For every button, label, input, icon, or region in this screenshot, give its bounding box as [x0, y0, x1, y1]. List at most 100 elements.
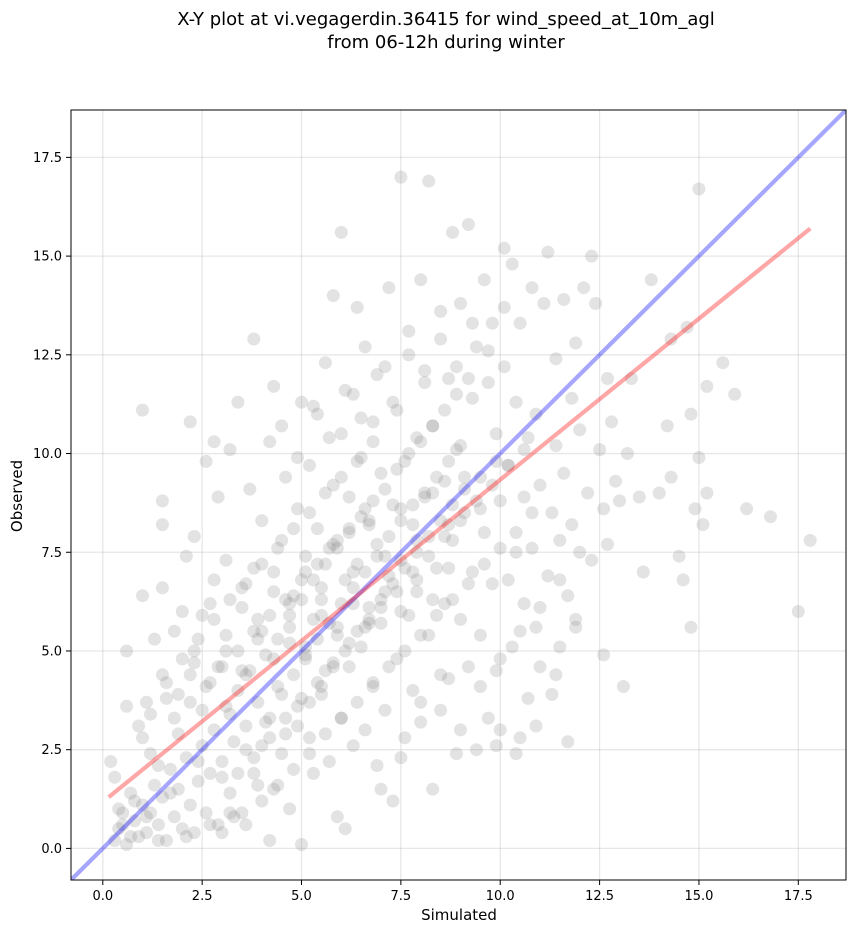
scatter-point: [310, 407, 324, 421]
scatter-point: [362, 514, 376, 528]
scatter-point: [144, 747, 157, 761]
scatter-point: [366, 435, 380, 449]
scatter-point: [477, 273, 491, 287]
scatter-point: [136, 731, 149, 745]
scatter-point: [485, 478, 499, 492]
y-tick-label: 2.5: [41, 743, 62, 758]
scatter-point: [489, 739, 503, 753]
scatter-point: [410, 533, 424, 547]
scatter-point: [553, 533, 567, 547]
scatter-point: [171, 782, 185, 796]
scatter-point: [350, 624, 364, 638]
scatter-point: [430, 608, 444, 622]
scatter-point: [167, 711, 181, 725]
scatter-point: [267, 565, 281, 579]
scatter-point: [318, 486, 332, 500]
scatter-point: [191, 755, 205, 768]
scatter-point: [434, 668, 448, 682]
scatter-point: [275, 533, 289, 547]
scatter-point: [255, 739, 269, 753]
scatter-point: [394, 502, 408, 516]
scatter-point: [322, 431, 336, 445]
scatter-point: [291, 502, 304, 516]
scatter-point: [120, 838, 134, 851]
x-tick-label: 2.5: [192, 889, 213, 904]
scatter-point: [334, 711, 348, 725]
scatter-point: [310, 522, 324, 536]
scatter-point: [624, 372, 638, 385]
scatter-point: [517, 443, 531, 457]
scatter-point: [295, 395, 308, 409]
scatter-point: [199, 454, 213, 468]
scatter-point: [465, 316, 479, 330]
scatter-point: [358, 723, 372, 737]
scatter-point: [541, 569, 555, 583]
scatter-point: [223, 806, 237, 820]
scatter-point: [279, 470, 293, 484]
scatter-point: [489, 664, 503, 678]
scatter-point: [283, 636, 297, 650]
scatter-point: [155, 518, 169, 532]
scatter-point: [287, 522, 301, 536]
scatter-point: [450, 443, 463, 457]
scatter-point: [271, 680, 285, 693]
scatter-point: [557, 293, 571, 306]
scatter-point: [299, 549, 312, 563]
scatter-point: [632, 490, 646, 504]
scatter-point: [438, 530, 452, 543]
scatter-point: [473, 628, 487, 642]
scatter-point: [342, 522, 356, 536]
scatter-point: [112, 822, 126, 836]
scatter-point: [195, 703, 209, 717]
scatter-point: [585, 553, 599, 567]
scatter-point: [263, 731, 277, 745]
scatter-point: [481, 711, 495, 725]
scatter-point: [684, 407, 698, 421]
scatter-point: [616, 680, 630, 693]
scatter-point: [529, 719, 543, 733]
y-tick-label: 10.0: [33, 447, 62, 462]
scatter-point: [112, 802, 126, 816]
x-tick-label: 10.0: [486, 889, 515, 904]
scatter-point: [374, 466, 388, 480]
scatter-point: [517, 597, 531, 611]
scatter-point: [314, 687, 328, 701]
scatter-point: [163, 786, 177, 800]
scatter-point: [303, 506, 316, 520]
scatter-point: [557, 466, 571, 480]
chart-title-line-2: from 06-12h during winter: [327, 32, 565, 53]
y-axis-label: Observed: [8, 460, 26, 532]
scatter-point: [374, 601, 388, 614]
scatter-point: [585, 249, 599, 263]
scatter-point: [251, 612, 265, 626]
scatter-point: [183, 415, 197, 429]
scatter-point: [247, 766, 261, 780]
line-series-group: [71, 110, 846, 880]
scatter-point: [299, 640, 312, 654]
scatter-point: [235, 664, 249, 678]
scatter-point: [410, 573, 424, 587]
scatter-point: [279, 593, 293, 607]
scatter-point: [215, 660, 229, 674]
scatter-point: [338, 573, 352, 587]
scatter-point: [195, 608, 209, 622]
scatter-point: [239, 668, 253, 682]
scatter-point: [545, 506, 559, 520]
scatter-point: [378, 482, 392, 496]
scatter-point: [406, 518, 420, 532]
scatter-point: [243, 664, 257, 678]
scatter-point: [219, 644, 233, 658]
scatter-point: [314, 680, 328, 693]
scatter-point: [434, 332, 448, 346]
scatter-point: [509, 526, 523, 539]
scatter-point: [505, 257, 519, 271]
scatter-point: [573, 545, 587, 559]
scatter-point: [199, 680, 213, 693]
x-axis-label: Simulated: [421, 906, 497, 924]
scatter-point: [549, 668, 563, 682]
scatter-point: [350, 557, 364, 571]
scatter-point: [342, 660, 356, 674]
scatter-point: [235, 581, 249, 595]
scatter-point: [140, 810, 153, 824]
scatter-point: [430, 470, 444, 484]
